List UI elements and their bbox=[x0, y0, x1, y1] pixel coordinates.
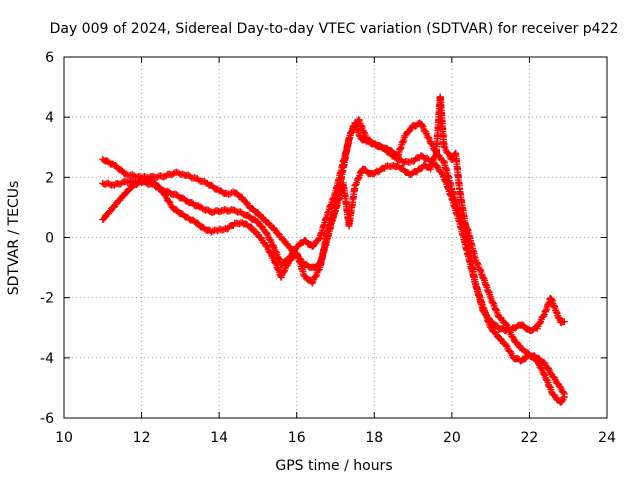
y-tick-label: 4 bbox=[45, 110, 54, 126]
data-point-marker bbox=[433, 162, 441, 170]
data-point-marker bbox=[284, 261, 292, 269]
data-point-marker bbox=[425, 133, 433, 141]
data-point-marker bbox=[130, 171, 138, 179]
data-point-marker bbox=[406, 158, 414, 166]
data-point-marker bbox=[312, 272, 320, 280]
data-point-marker bbox=[315, 235, 323, 243]
data-point-marker bbox=[266, 248, 274, 256]
x-tick-label: 10 bbox=[55, 430, 73, 446]
y-tick-labels: -6 -4 -2 0 2 4 6 bbox=[40, 50, 54, 427]
data-point-marker bbox=[506, 327, 514, 335]
data-point-marker bbox=[308, 279, 316, 287]
data-point-marker bbox=[100, 215, 108, 223]
data-point-marker bbox=[502, 341, 510, 349]
data-point-marker bbox=[212, 226, 220, 234]
data-point-marker bbox=[560, 318, 568, 326]
data-point-marker bbox=[262, 242, 270, 250]
data-point-marker bbox=[139, 178, 147, 186]
x-tick-label: 16 bbox=[288, 430, 306, 446]
data-series bbox=[99, 93, 568, 406]
data-point-marker bbox=[314, 267, 322, 275]
y-tick-label: -6 bbox=[40, 411, 54, 427]
data-point-marker bbox=[506, 348, 514, 356]
x-tick-label: 12 bbox=[133, 430, 151, 446]
series-track-c bbox=[99, 93, 568, 406]
data-point-marker bbox=[418, 121, 426, 129]
data-point-marker bbox=[536, 319, 544, 327]
data-point-marker bbox=[502, 320, 510, 328]
plot-frame bbox=[63, 56, 608, 419]
x-tick-label: 24 bbox=[598, 430, 616, 446]
data-point-marker bbox=[125, 179, 133, 187]
y-axis-label: SDTVAR / TECUs bbox=[6, 181, 22, 296]
data-point-marker bbox=[214, 227, 222, 235]
y-tick-label: 2 bbox=[45, 170, 54, 186]
data-point-marker bbox=[534, 358, 542, 366]
data-point-marker bbox=[286, 243, 294, 251]
data-point-marker bbox=[540, 312, 548, 320]
data-point-marker bbox=[560, 393, 568, 401]
data-point-marker bbox=[537, 364, 545, 372]
y-tick-label: 6 bbox=[45, 50, 54, 66]
x-tick-label: 20 bbox=[443, 430, 461, 446]
data-point-marker bbox=[544, 364, 552, 372]
x-tick-label: 22 bbox=[521, 430, 539, 446]
data-point-marker bbox=[280, 268, 288, 276]
data-point-marker bbox=[540, 370, 548, 378]
y-tick-label: -4 bbox=[40, 351, 54, 367]
chart-title: Day 009 of 2024, Sidereal Day-to-day VTE… bbox=[50, 21, 619, 37]
x-tick-label: 14 bbox=[210, 430, 228, 446]
data-point-marker bbox=[247, 223, 255, 231]
data-point-marker bbox=[263, 229, 271, 237]
data-point-marker bbox=[422, 128, 430, 136]
data-point-marker bbox=[508, 332, 516, 340]
data-point-marker bbox=[254, 209, 262, 217]
data-point-marker bbox=[444, 149, 452, 157]
y-tick-label: 0 bbox=[45, 231, 54, 247]
y-tick-label: -2 bbox=[40, 291, 54, 307]
x-tick-label: 18 bbox=[365, 430, 383, 446]
x-tick-labels: 10 12 14 16 18 20 22 24 bbox=[55, 430, 616, 446]
data-point-marker bbox=[179, 170, 187, 178]
data-point-marker bbox=[558, 397, 566, 405]
x-axis-label: GPS time / hours bbox=[275, 458, 392, 474]
